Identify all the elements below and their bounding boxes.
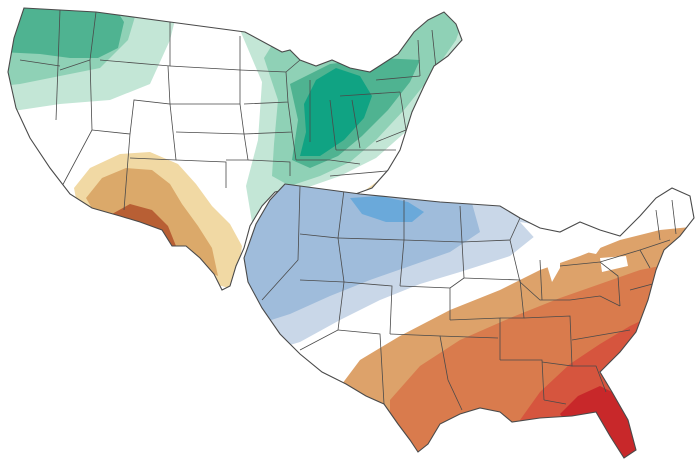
- precip-wet-east-deep: [300, 68, 372, 156]
- precipitation-map-state-borders: [19, 9, 437, 211]
- temp-cold-mid: [244, 184, 480, 330]
- great-lakes: [520, 222, 628, 282]
- precip-wet-nw-strong: [8, 8, 124, 58]
- temp-cold-strong: [350, 196, 424, 222]
- temperature-map-state-borders: [261, 185, 677, 411]
- temperature-map: [243, 183, 695, 459]
